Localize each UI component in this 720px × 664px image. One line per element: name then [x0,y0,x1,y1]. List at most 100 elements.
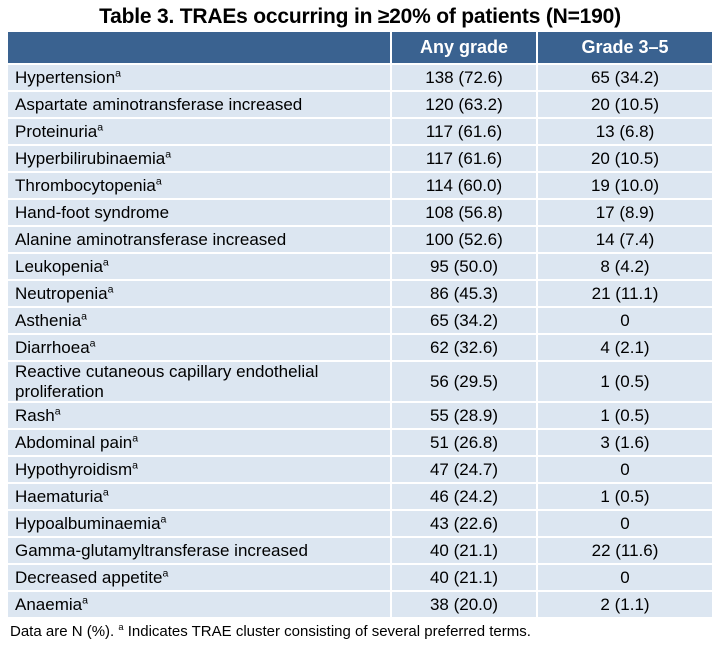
any-grade-value: 38 (20.0) [390,592,536,618]
table-row: Abdominal paina 51 (26.8) 3 (1.6) [8,430,712,458]
any-grade-value: 100 (52.6) [390,227,536,252]
footnote-text-2: Indicates TRAE cluster consisting of sev… [123,623,531,641]
table-row: Leukopeniaa 95 (50.0) 8 (4.2) [8,254,712,281]
table-row: Haematuriaa 46 (24.2) 1 (0.5) [8,484,712,512]
adverse-event-name: Anaemiaa [15,594,88,615]
grade-3-5-value: 14 (7.4) [536,227,712,252]
grade-3-5-value: 21 (11.1) [536,281,712,306]
cluster-superscript: a [160,513,167,526]
any-grade-value: 40 (21.1) [390,538,536,564]
grade-3-5-value: 4 (2.1) [536,335,712,360]
adverse-event-name: Alanine aminotransferase increased [15,229,287,249]
footnote-superscript-a: a [118,622,124,633]
adverse-event-name: Hypoalbuminaemiaa [15,513,167,534]
any-grade-value: 117 (61.6) [390,146,536,171]
cluster-superscript: a [115,66,122,79]
header-cell-event [8,32,390,63]
grade-3-5-value: 17 (8.9) [536,200,712,225]
grade-3-5-value: 0 [536,457,712,483]
grade-3-5-value: 1 (0.5) [536,403,712,429]
cluster-superscript: a [54,405,61,418]
grade-3-5-value: 0 [536,565,712,591]
any-grade-value: 114 (60.0) [390,173,536,198]
cluster-superscript: a [132,459,139,472]
table-title: Table 3. TRAEs occurring in ≥20% of pati… [99,5,621,28]
any-grade-value: 56 (29.5) [390,362,536,402]
adverse-event-name: Hyperbilirubinaemiaa [15,147,172,168]
table-row: Proteinuriaa 117 (61.6) 13 (6.8) [8,119,712,146]
any-grade-value: 86 (45.3) [390,281,536,306]
any-grade-value: 95 (50.0) [390,254,536,279]
cluster-superscript: a [107,282,114,295]
footnote-text-1: Data are N (%). [10,623,119,641]
table-row: Hypothyroidisma 47 (24.7) 0 [8,457,712,485]
any-grade-value: 138 (72.6) [390,65,536,90]
adverse-event-name: Astheniaa [15,309,88,330]
adverse-event-name: Haematuriaa [15,486,109,507]
adverse-event-name: Reactive cutaneous capillary endothelial… [15,362,319,401]
table-footnote: Data are N (%). a Indicates TRAE cluster… [10,623,712,641]
any-grade-value: 51 (26.8) [390,430,536,456]
any-grade-value: 120 (63.2) [390,92,536,117]
grade-3-5-value: 13 (6.8) [536,119,712,144]
cluster-superscript: a [82,594,88,607]
cluster-superscript: a [155,174,162,187]
table-row: Hand-foot syndrome 108 (56.8) 17 (8.9) [8,200,712,227]
cluster-superscript: a [102,486,109,499]
adverse-event-name: Decreased appetitea [15,567,169,588]
grade-3-5-value: 0 [536,511,712,537]
cluster-superscript: a [132,432,139,445]
table-row: Diarrhoeaa 62 (32.6) 4 (2.1) [8,335,712,362]
adverse-event-name: Diarrhoeaa [15,336,96,357]
any-grade-value: 43 (22.6) [390,511,536,537]
table-row: Aspartate aminotransferase increased 120 … [8,92,712,119]
grade-3-5-value: 3 (1.6) [536,430,712,456]
adverse-event-name: Proteinuriaa [15,120,104,141]
table-row: Decreased appetitea 40 (21.1) 0 [8,565,712,593]
any-grade-value: 55 (28.9) [390,403,536,429]
table-row: Hyperbilirubinaemiaa 117 (61.6) 20 (10.5) [8,146,712,173]
table-row: Neutropeniaa 86 (45.3) 21 (11.1) [8,281,712,308]
any-grade-value: 108 (56.8) [390,200,536,225]
grade-3-5-value: 2 (1.1) [536,592,712,618]
any-grade-value: 65 (34.2) [390,308,536,333]
table-row: Hypoalbuminaemiaa 43 (22.6) 0 [8,511,712,539]
grade-3-5-value: 19 (10.0) [536,173,712,198]
cluster-superscript: a [89,336,96,349]
cluster-superscript: a [81,309,88,322]
table-row: Rasha 55 (28.9) 1 (0.5) [8,403,712,431]
table-row: Astheniaa 65 (34.2) 0 [8,308,712,335]
grade-3-5-value: 8 (4.2) [536,254,712,279]
grade-3-5-value: 1 (0.5) [536,362,712,402]
grade-3-5-value: 20 (10.5) [536,92,712,117]
table-row: Gamma-glutamyltransferase increased 40 (2… [8,538,712,566]
header-cell-grade-3-5: Grade 3–5 [536,32,712,63]
table-row: Reactive cutaneous capillary endothelial… [8,362,712,404]
table-row: Anaemiaa 38 (20.0) 2 (1.1) [8,592,712,620]
cluster-superscript: a [165,147,172,160]
adverse-event-name: Rasha [15,405,61,426]
grade-3-5-value: 1 (0.5) [536,484,712,510]
cluster-superscript: a [97,120,104,133]
adverse-event-name: Gamma-glutamyltransferase increased [15,541,308,561]
adverse-event-name: Leukopeniaa [15,255,109,276]
adverse-event-name: Hypothyroidisma [15,459,139,480]
adverse-event-name: Aspartate aminotransferase increased [15,94,303,114]
grade-3-5-value: 65 (34.2) [536,65,712,90]
table-row: Thrombocytopeniaa 114 (60.0) 19 (10.0) [8,173,712,200]
grade-3-5-value: 0 [536,308,712,333]
cluster-superscript: a [102,255,109,268]
adverse-event-name: Thrombocytopeniaa [15,174,162,195]
table-header-row: Any grade Grade 3–5 [8,32,712,65]
grade-3-5-value: 20 (10.5) [536,146,712,171]
adverse-event-name: Hypertensiona [15,66,122,87]
adverse-event-name: Neutropeniaa [15,282,114,303]
grade-3-5-value: 22 (11.6) [536,538,712,564]
any-grade-value: 46 (24.2) [390,484,536,510]
any-grade-value: 117 (61.6) [390,119,536,144]
any-grade-value: 40 (21.1) [390,565,536,591]
adverse-event-name: Abdominal paina [15,432,139,453]
table-row: Hypertensiona 138 (72.6) 65 (34.2) [8,65,712,92]
table-body: Hypertensiona 138 (72.6) 65 (34.2) Aspartat… [8,65,712,620]
header-cell-any-grade: Any grade [390,32,536,63]
